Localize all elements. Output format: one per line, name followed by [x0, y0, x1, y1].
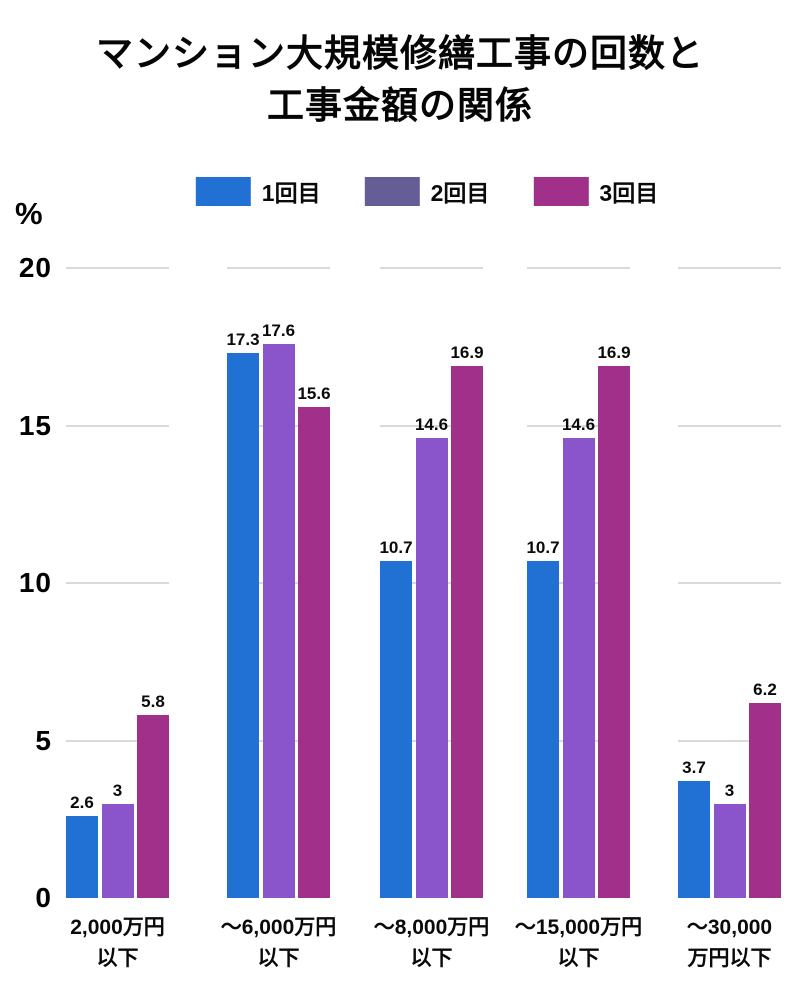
x-category-label-line: 以下: [96, 947, 139, 970]
bar-value-label: 3: [724, 780, 735, 800]
gridline-segment: [678, 582, 781, 584]
y-tick-label: 5: [35, 724, 52, 756]
bar-value-label: 14.6: [414, 415, 449, 435]
legend-item: 3回目: [533, 174, 658, 208]
bar-s2-g4: [562, 438, 595, 898]
x-category-label: ～15,000万円 以下: [499, 912, 659, 974]
bar-value-label: 17.3: [226, 330, 260, 350]
gridline-segment: [66, 582, 169, 584]
x-category-label-line: ～8,000万円: [373, 916, 490, 939]
bar-value-label: 3.7: [682, 758, 706, 778]
legend-label: 3回目: [599, 180, 659, 206]
bar-s2-g1: [101, 803, 134, 898]
bar-s1-g2: [227, 353, 259, 898]
chart-title-line2: 工事金額の関係: [267, 85, 533, 126]
bar-s3-g5: [749, 702, 781, 898]
x-category-label-line: 以下: [410, 947, 453, 970]
bar-value-label: 15.6: [297, 383, 331, 403]
bar-s3-g2: [298, 406, 330, 898]
gridline-segment: [678, 739, 781, 742]
bar-s3-g4: [598, 365, 630, 898]
gridline-segment: [527, 267, 630, 269]
bar-value-label: 6.2: [753, 679, 777, 699]
gridline-segment: [66, 739, 169, 742]
legend-swatch: [195, 176, 251, 206]
y-tick-label: 20: [18, 252, 52, 283]
x-category-label: 2,000万円 以下: [38, 912, 198, 974]
x-category-label-line: 2,000万円: [70, 916, 165, 939]
bar-value-label: 10.7: [526, 537, 560, 557]
bar-value-label: 16.9: [450, 342, 484, 362]
bar-s3-g3: [451, 365, 483, 898]
bar-s1-g4: [527, 560, 559, 898]
bar-value-label: 5.8: [141, 692, 165, 712]
y-axis-unit-label: %: [15, 196, 43, 231]
bar-s2-g2: [262, 343, 295, 898]
legend-item: 1回目: [195, 174, 321, 208]
legend: 1回目 2回目 3回目: [195, 174, 658, 208]
chart-title: マンション大規模修繕工事の回数と 工事金額の関係: [0, 28, 800, 132]
plot-area: 2.6 17.3 10.7 10.7 3.7 3 17.6 14.6 14.6 3 5.8 15.6 1…: [60, 267, 790, 898]
bar-value-label: 17.6: [261, 320, 296, 340]
bar-s1-g1: [66, 816, 98, 898]
legend-label: 2回目: [430, 180, 490, 206]
x-category-label-line: ～30,000: [686, 916, 773, 939]
bar-s2-g3: [415, 438, 448, 898]
gridline-segment: [227, 267, 330, 269]
y-tick-label: 10: [18, 567, 52, 598]
legend-swatch: [364, 176, 420, 206]
bar-value-label: 10.7: [379, 537, 413, 557]
bar-value-label: 14.6: [561, 415, 596, 435]
legend-item: 2回目: [364, 174, 490, 208]
legend-swatch: [533, 176, 589, 206]
x-axis: 2,000万円 以下 ～6,000万円 以下 ～8,000万円 以下 ～15,000万円 以下…: [60, 912, 790, 992]
bar-s3-g1: [137, 715, 169, 898]
gridline-segment: [527, 424, 630, 427]
bar-s2-g5: [713, 803, 746, 898]
gridline-segment: [678, 267, 781, 269]
legend-label: 1回目: [261, 180, 321, 206]
x-category-label-line: 以下: [257, 947, 300, 970]
x-category-label-line: 万円以下: [687, 947, 772, 970]
bar-value-label: 3: [112, 780, 123, 800]
x-category-label: ～30,000 万円以下: [650, 912, 800, 974]
bar-value-label: 16.9: [597, 342, 631, 362]
x-category-label-line: 以下: [557, 947, 600, 970]
y-tick-label: 15: [18, 409, 52, 441]
bar-s1-g3: [380, 560, 412, 898]
y-axis: 0 5 10 15 20: [0, 252, 52, 913]
x-category-label: ～6,000万円 以下: [199, 912, 359, 974]
gridline-segment: [678, 424, 781, 427]
gridline-segment: [380, 267, 483, 269]
y-tick-label: 0: [35, 882, 52, 913]
gridline-segment: [380, 424, 483, 427]
bar-s1-g5: [678, 781, 710, 898]
x-category-label-line: ～6,000万円: [220, 916, 337, 939]
bar-value-label: 2.6: [70, 793, 94, 813]
gridline-segment: [66, 267, 169, 269]
gridline-segment: [66, 424, 169, 427]
chart-title-line1: マンション大規模修繕工事の回数と: [96, 33, 704, 74]
x-category-label-line: ～15,000万円: [514, 916, 643, 939]
x-category-label: ～8,000万円 以下: [352, 912, 512, 974]
